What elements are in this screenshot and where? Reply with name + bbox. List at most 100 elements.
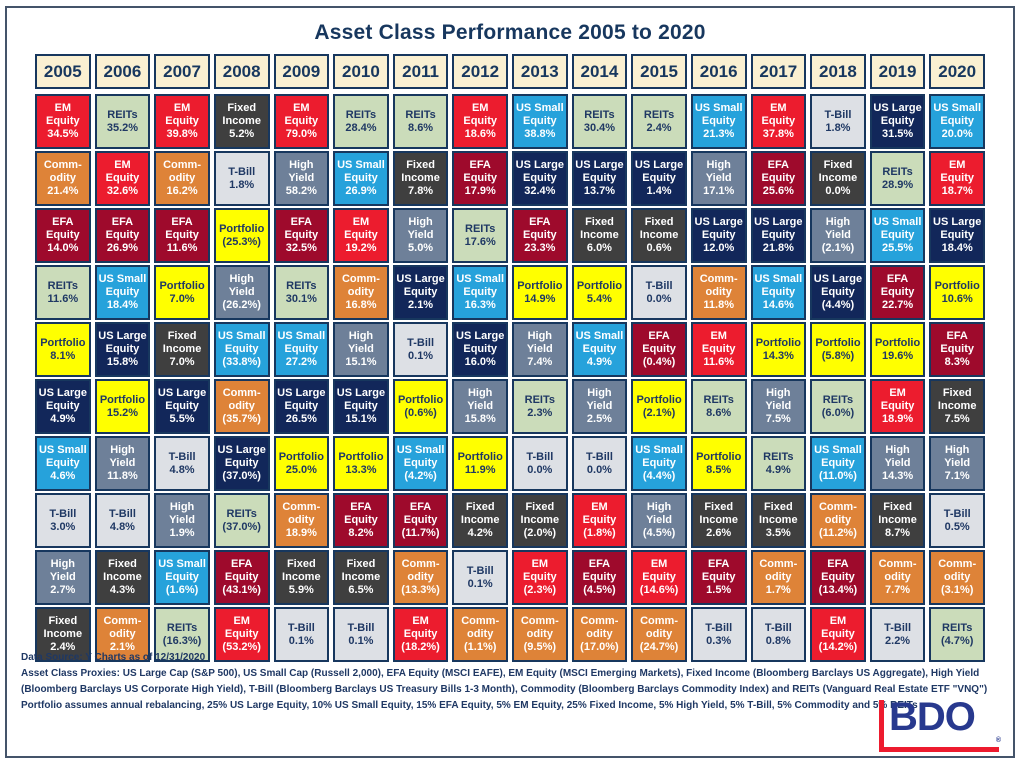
cell-2020-t_bill: T-Bill 0.5% xyxy=(929,493,985,548)
asset-label-line: US Small xyxy=(217,330,266,343)
asset-return-value: 7.0% xyxy=(169,355,195,368)
asset-label-line: T-Bill xyxy=(347,621,375,634)
asset-label-line: US Large xyxy=(873,102,922,115)
asset-label-line: US Large xyxy=(217,444,266,457)
cell-2020-em: EM Equity 18.7% xyxy=(929,151,985,206)
asset-return-value: 1.9% xyxy=(169,526,195,539)
asset-label-line: US Small xyxy=(694,102,743,115)
cell-2007-high_yield: High Yield 1.9% xyxy=(154,493,210,548)
asset-return-value: 8.6% xyxy=(706,406,732,419)
asset-label-line: US Small xyxy=(277,330,326,343)
asset-label-line: Equity xyxy=(642,571,676,584)
asset-label-line: Portfolio xyxy=(40,336,86,349)
asset-return-value: (2.1%) xyxy=(821,241,855,254)
asset-label-line: T-Bill xyxy=(49,507,77,520)
asset-label-line: REITs xyxy=(226,507,257,520)
asset-label-line: Comm- xyxy=(163,159,201,172)
asset-label-line: Portfolio xyxy=(755,336,801,349)
asset-return-value: 17.9% xyxy=(464,184,496,197)
cell-2013-commodity: Comm-odity (9.5%) xyxy=(512,607,568,662)
asset-return-value: 15.1% xyxy=(345,412,377,425)
asset-return-value: 7.7% xyxy=(885,583,911,596)
cell-2011-em: EM Equity (18.2%) xyxy=(392,607,449,662)
cell-2014-us_large: US Large Equity 13.7% xyxy=(571,151,628,206)
asset-return-value: 14.9% xyxy=(524,292,556,305)
asset-return-value: 30.4% xyxy=(583,121,616,134)
asset-return-value: 37.8% xyxy=(762,127,794,140)
year-column-2008: 2008 Fixed Income 5.2% T-Bill 1.8% Portfolio (2… xyxy=(213,54,270,664)
asset-return-value: 6.5% xyxy=(348,583,374,596)
asset-label-line: EFA xyxy=(946,330,968,343)
asset-label-line: Equity xyxy=(284,400,319,413)
asset-label-line: Portfolio xyxy=(517,279,563,292)
asset-label-line: EFA xyxy=(529,216,551,229)
asset-label-line: Income xyxy=(878,514,917,527)
asset-label-line: Equity xyxy=(105,286,140,299)
cell-2017-high_yield: High Yield 7.5% xyxy=(750,379,807,434)
asset-return-value: 7.8% xyxy=(408,184,434,197)
asset-return-value: 14.3% xyxy=(762,349,794,362)
asset-label-line: T-Bill xyxy=(585,450,613,463)
cell-2020-high_yield: High Yield 7.1% xyxy=(929,436,985,491)
year-column-2013: 2013 US Small Equity 38.8% US Large Equity 32.… xyxy=(512,54,568,664)
asset-label-line: T-Bill xyxy=(228,165,256,178)
asset-label-line: Fixed xyxy=(763,501,793,514)
logo-red-bar-vertical-icon xyxy=(879,700,884,748)
asset-return-value: 4.2% xyxy=(467,526,493,539)
asset-return-value: 5.2% xyxy=(229,127,255,140)
asset-label-line: Income xyxy=(759,514,798,527)
cell-2006-portfolio: Portfolio 15.2% xyxy=(94,379,151,434)
cell-2008-portfolio: Portfolio (25.3%) xyxy=(213,208,270,263)
asset-return-value: (25.3%) xyxy=(222,235,261,248)
asset-label-line: Income xyxy=(520,514,560,527)
asset-label-line: Equity xyxy=(761,115,796,128)
year-header-2010: 2010 xyxy=(333,54,389,89)
asset-return-value: 14.3% xyxy=(881,469,914,482)
cell-2010-commodity: Comm-odity 16.8% xyxy=(333,265,389,320)
asset-label-line: Yield xyxy=(288,172,315,185)
asset-label-line: Equity xyxy=(642,343,676,356)
cell-2014-fixed_income: Fixed Income 6.0% xyxy=(571,208,628,263)
asset-return-value: 2.1% xyxy=(109,640,135,653)
asset-label-line: Fixed xyxy=(525,501,555,514)
asset-return-value: 13.3% xyxy=(345,463,377,476)
cell-2020-us_small: US Small Equity 20.0% xyxy=(929,94,985,149)
cell-2006-us_small: US Small Equity 18.4% xyxy=(94,265,151,320)
asset-return-value: 8.6% xyxy=(408,121,434,134)
asset-label-line: EM xyxy=(114,159,131,172)
asset-label-line: US Small xyxy=(933,102,982,115)
asset-label-line: Fixed xyxy=(704,501,734,514)
cell-2009-efa: EFA Equity 32.5% xyxy=(273,208,330,263)
asset-label-line: EFA xyxy=(886,273,909,286)
cell-2005-portfolio: Portfolio 8.1% xyxy=(35,322,91,377)
asset-label-line: US Large xyxy=(634,159,684,172)
cell-2007-commodity: Comm-odity 16.2% xyxy=(154,151,210,206)
cell-2018-us_large: US Large Equity (4.4%) xyxy=(810,265,866,320)
asset-return-value: 31.5% xyxy=(881,127,914,140)
asset-label-line: Fixed xyxy=(942,387,972,400)
asset-return-value: 8.5% xyxy=(706,463,732,476)
year-column-2016: 2016 US Small Equity 21.3% High Yield 17.1% US … xyxy=(690,54,747,664)
cell-2016-commodity: Comm-odity 11.8% xyxy=(690,265,747,320)
asset-return-value: 12.0% xyxy=(703,241,735,254)
cell-2015-efa: EFA Equity (0.4%) xyxy=(631,322,687,377)
asset-return-value: (13.4%) xyxy=(818,583,858,596)
asset-label-line: Fixed xyxy=(644,216,674,229)
asset-label-line: EM xyxy=(293,102,310,115)
asset-label-line: odity xyxy=(526,628,553,641)
asset-return-value: 3.0% xyxy=(50,520,76,533)
cell-2006-t_bill: T-Bill 4.8% xyxy=(94,493,151,548)
asset-label-line: Income xyxy=(282,571,321,584)
year-header-2009: 2009 xyxy=(273,54,330,89)
asset-label-line: Comm- xyxy=(818,501,857,514)
asset-label-line: High xyxy=(110,444,135,457)
cell-2005-us_small: US Small Equity 4.6% xyxy=(35,436,91,491)
asset-label-line: US Large xyxy=(575,159,624,172)
cell-2011-t_bill: T-Bill 0.1% xyxy=(392,322,449,377)
asset-return-value: (3.1%) xyxy=(940,583,974,596)
asset-label-line: EFA xyxy=(648,330,670,343)
asset-label-line: odity xyxy=(824,514,852,527)
asset-label-line: Yield xyxy=(646,514,672,527)
asset-label-line: EFA xyxy=(588,558,611,571)
asset-label-line: Equity xyxy=(46,229,80,242)
